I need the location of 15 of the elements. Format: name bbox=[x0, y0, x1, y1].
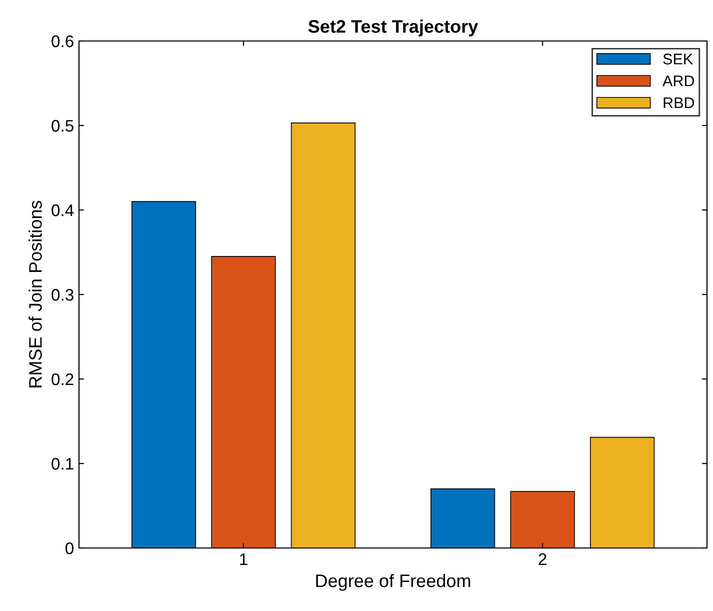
x-tick-label: 1 bbox=[240, 553, 248, 565]
y-tick-label: 0.2 bbox=[52, 373, 74, 386]
legend-label: SEK bbox=[663, 54, 693, 64]
x-axis-title: Degree of Freedom bbox=[316, 574, 470, 591]
y-tick-label: 0.1 bbox=[52, 458, 74, 470]
chart-title: Set2 Test Trajectory bbox=[308, 20, 478, 36]
y-tick-label: 0.4 bbox=[52, 204, 74, 216]
x-tick-label: 2 bbox=[538, 553, 546, 565]
legend-label: ARD bbox=[662, 76, 694, 86]
legend-label: RBD bbox=[664, 98, 694, 108]
y-tick-label: 0.5 bbox=[52, 120, 74, 132]
y-tick-label: 0 bbox=[66, 542, 74, 554]
y-tick-label: 0.3 bbox=[52, 288, 74, 301]
y-axis-title: RMSE of Join Positions bbox=[28, 200, 42, 388]
y-tick-label: 0.6 bbox=[52, 35, 74, 48]
